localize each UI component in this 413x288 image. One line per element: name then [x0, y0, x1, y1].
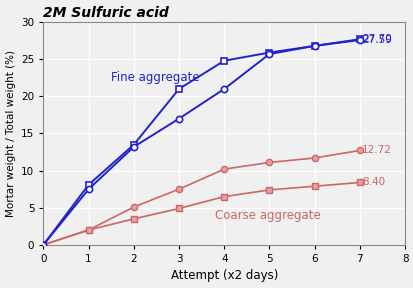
Text: Fine aggregate: Fine aggregate [111, 71, 199, 84]
Text: 8.40: 8.40 [361, 177, 385, 187]
Text: Coarse aggregate: Coarse aggregate [215, 209, 320, 222]
Text: 27.70: 27.70 [361, 34, 391, 44]
Text: 27.59: 27.59 [361, 35, 391, 45]
Y-axis label: Mortar weight / Total weight (%): Mortar weight / Total weight (%) [5, 50, 16, 217]
Text: 2M Sulfuric acid: 2M Sulfuric acid [43, 5, 169, 20]
Text: 12.72: 12.72 [361, 145, 391, 156]
X-axis label: Attempt (x2 days): Attempt (x2 days) [170, 270, 277, 283]
